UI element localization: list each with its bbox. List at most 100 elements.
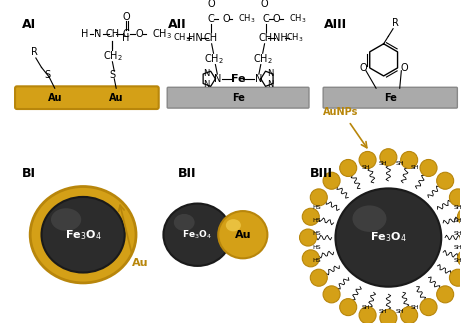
Text: R: R	[30, 47, 37, 57]
Ellipse shape	[340, 159, 357, 177]
Text: R: R	[392, 18, 400, 28]
Text: CH: CH	[258, 33, 273, 43]
Text: CH: CH	[105, 29, 119, 39]
Ellipse shape	[457, 250, 474, 267]
Text: AIII: AIII	[324, 18, 347, 31]
Text: Au: Au	[235, 230, 251, 240]
Text: SH: SH	[410, 305, 419, 310]
Ellipse shape	[340, 299, 357, 316]
Text: O: O	[123, 12, 130, 22]
Text: Au: Au	[109, 93, 123, 103]
Ellipse shape	[51, 208, 81, 231]
Text: SH: SH	[378, 161, 387, 166]
Text: N: N	[255, 74, 263, 84]
Ellipse shape	[174, 214, 195, 231]
FancyBboxPatch shape	[15, 86, 159, 109]
Text: Fe: Fe	[384, 93, 397, 103]
Text: SH: SH	[378, 309, 387, 314]
Ellipse shape	[353, 205, 386, 232]
Text: Au: Au	[47, 93, 62, 103]
Ellipse shape	[336, 189, 441, 287]
Ellipse shape	[359, 151, 376, 168]
Text: O: O	[208, 0, 216, 9]
Ellipse shape	[460, 229, 474, 246]
Text: BI: BI	[22, 167, 36, 180]
FancyBboxPatch shape	[323, 87, 457, 108]
Ellipse shape	[164, 203, 231, 266]
Text: Fe$_3$O$_4$: Fe$_3$O$_4$	[370, 231, 407, 244]
Text: SH: SH	[410, 165, 419, 170]
Text: CH$_2$: CH$_2$	[102, 49, 122, 63]
Text: CH$_2$: CH$_2$	[204, 52, 223, 66]
Ellipse shape	[359, 307, 376, 324]
Ellipse shape	[310, 189, 328, 206]
Text: S: S	[44, 70, 50, 80]
Text: C: C	[262, 14, 269, 24]
Text: O: O	[261, 0, 268, 9]
Ellipse shape	[420, 299, 437, 316]
Text: AuNPs: AuNPs	[323, 107, 359, 117]
Ellipse shape	[30, 187, 136, 283]
Ellipse shape	[323, 172, 340, 189]
Text: SH: SH	[361, 165, 370, 170]
Text: AII: AII	[168, 18, 187, 31]
Text: BII: BII	[178, 167, 196, 180]
Text: HS: HS	[312, 245, 321, 249]
Text: Au: Au	[132, 258, 148, 268]
Ellipse shape	[226, 219, 241, 231]
Text: SH: SH	[454, 231, 463, 236]
Text: C: C	[207, 14, 214, 24]
Text: HS: HS	[312, 231, 321, 236]
Text: O: O	[401, 63, 408, 73]
Text: Fe: Fe	[231, 74, 246, 84]
Ellipse shape	[457, 208, 474, 225]
Ellipse shape	[323, 286, 340, 303]
Text: CH$_2$: CH$_2$	[253, 52, 273, 66]
Text: CH$_3$: CH$_3$	[238, 13, 255, 26]
Text: SH: SH	[454, 218, 463, 223]
Ellipse shape	[218, 211, 267, 258]
FancyBboxPatch shape	[167, 87, 309, 108]
Text: Fe: Fe	[232, 93, 245, 103]
Text: N: N	[267, 80, 273, 89]
Text: H: H	[82, 29, 89, 39]
Text: SH: SH	[395, 309, 404, 314]
Ellipse shape	[302, 250, 319, 267]
Text: AI: AI	[22, 18, 36, 31]
Ellipse shape	[310, 269, 328, 286]
Text: N: N	[267, 69, 273, 78]
Text: O: O	[223, 14, 230, 24]
Text: N: N	[214, 74, 221, 84]
Ellipse shape	[401, 307, 418, 324]
Text: SH: SH	[454, 258, 463, 263]
Text: H: H	[122, 33, 129, 43]
Text: SH: SH	[454, 205, 463, 210]
Text: CH$_3$: CH$_3$	[173, 32, 190, 44]
Ellipse shape	[300, 229, 317, 246]
Text: CH$_3$: CH$_3$	[289, 13, 307, 26]
Text: HN: HN	[188, 33, 203, 43]
Text: CH$_3$: CH$_3$	[152, 28, 172, 41]
Text: HS: HS	[312, 205, 321, 210]
Text: NH: NH	[273, 33, 288, 43]
Text: SH: SH	[361, 305, 370, 310]
Text: O: O	[359, 63, 367, 73]
Text: SH: SH	[454, 245, 463, 249]
Text: CH$_3$: CH$_3$	[286, 32, 303, 44]
Ellipse shape	[437, 172, 454, 189]
Ellipse shape	[420, 159, 437, 177]
Text: N: N	[93, 29, 101, 39]
Ellipse shape	[437, 286, 454, 303]
Text: O: O	[272, 14, 280, 24]
Text: O: O	[135, 29, 143, 39]
Ellipse shape	[401, 151, 418, 168]
Ellipse shape	[449, 189, 466, 206]
Text: Fe$_3$O$_4$: Fe$_3$O$_4$	[182, 228, 212, 241]
Text: HS: HS	[312, 218, 321, 223]
Text: CH: CH	[204, 33, 218, 43]
Ellipse shape	[42, 197, 125, 272]
Text: N: N	[203, 80, 209, 89]
Text: N: N	[203, 69, 209, 78]
Ellipse shape	[302, 208, 319, 225]
Text: HS: HS	[312, 258, 321, 263]
